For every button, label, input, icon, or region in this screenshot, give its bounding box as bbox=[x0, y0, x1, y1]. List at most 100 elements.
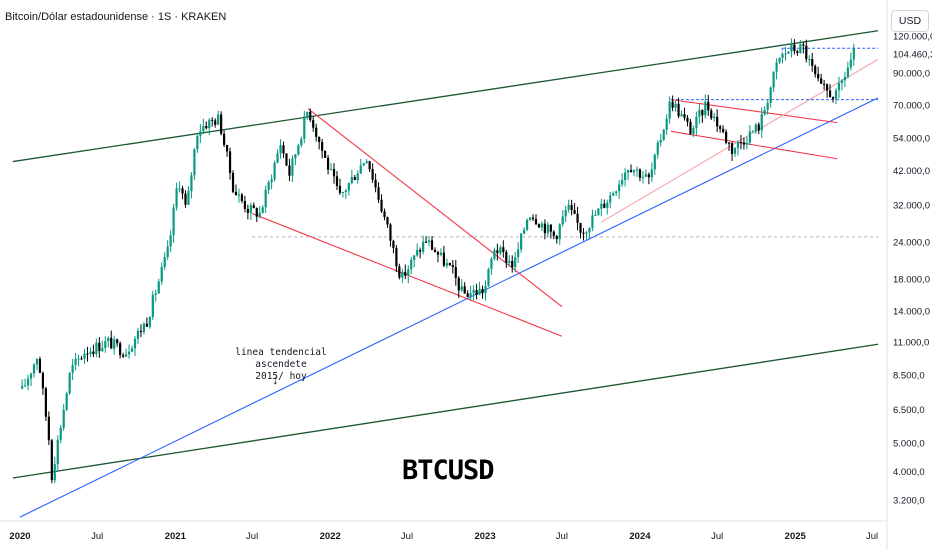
candle-body bbox=[778, 57, 781, 63]
candle-body bbox=[225, 144, 229, 152]
y-tick-label: 4.000,0 bbox=[893, 467, 925, 478]
candle-body bbox=[644, 174, 647, 177]
x-tick-label: 2025 bbox=[785, 531, 807, 542]
candle-body bbox=[303, 116, 306, 139]
candle-body bbox=[228, 151, 232, 173]
candle-body bbox=[606, 202, 609, 208]
x-tick-label: 2023 bbox=[474, 531, 495, 542]
candle-body bbox=[424, 241, 428, 243]
candle-body bbox=[591, 215, 594, 228]
candle-body bbox=[205, 126, 208, 129]
y-tick-label: 90.000,0 bbox=[893, 68, 930, 79]
candle-body bbox=[445, 263, 448, 266]
y-tick-label: 6.500,0 bbox=[893, 405, 925, 416]
candle-body bbox=[632, 169, 636, 173]
candle-body bbox=[157, 281, 160, 294]
currency-button[interactable]: USD bbox=[891, 10, 929, 32]
candle-body bbox=[359, 165, 362, 174]
candle-body bbox=[716, 116, 719, 127]
candle-body bbox=[677, 103, 680, 117]
candle-body bbox=[389, 224, 392, 241]
candle-body bbox=[531, 217, 535, 220]
candle-body bbox=[29, 373, 33, 379]
candle-body bbox=[338, 185, 342, 193]
candle-body bbox=[148, 317, 151, 327]
candle-body bbox=[65, 393, 68, 410]
candle-body bbox=[56, 439, 59, 465]
candle-body bbox=[258, 212, 261, 217]
candle-body bbox=[626, 170, 630, 173]
candle-body bbox=[323, 150, 327, 158]
candle-body bbox=[332, 169, 336, 177]
candle-body bbox=[86, 353, 89, 355]
candle-body bbox=[695, 116, 698, 129]
candle-body bbox=[828, 90, 832, 98]
candle-body bbox=[107, 337, 110, 342]
candle-body bbox=[618, 184, 621, 192]
candle-body bbox=[757, 124, 760, 131]
candle-body bbox=[534, 219, 538, 225]
candle-body bbox=[341, 192, 345, 194]
candle-body bbox=[662, 129, 665, 141]
candle-body bbox=[820, 78, 823, 84]
candle-body bbox=[680, 114, 683, 117]
candle-body bbox=[436, 252, 440, 255]
candle-body bbox=[508, 260, 511, 263]
candle-body bbox=[62, 409, 65, 428]
candle-body bbox=[217, 114, 220, 125]
candle-body bbox=[136, 330, 140, 339]
candle-body bbox=[291, 158, 294, 176]
candle-body bbox=[234, 191, 238, 196]
candle-body bbox=[175, 188, 178, 208]
candle-body bbox=[347, 183, 350, 191]
candle-body bbox=[255, 208, 258, 217]
candle-body bbox=[35, 358, 39, 365]
candle-body bbox=[582, 232, 585, 234]
candle-body bbox=[811, 59, 814, 66]
candle-body bbox=[686, 117, 689, 122]
last-price-box bbox=[888, 46, 932, 61]
price-axis[interactable]: 120.000,0 90.000,0 70.000,0 54.000,0 42.000,… bbox=[886, 0, 932, 550]
candle-body bbox=[499, 247, 502, 254]
time-axis[interactable]: 2020 Jul 2021 Jul 2022 Jul 2023 Jul 2024 Jul 2025 J… bbox=[0, 520, 887, 542]
y-tick-label: 24.000,0 bbox=[893, 238, 930, 249]
candle-body bbox=[543, 223, 546, 234]
candle-body bbox=[805, 45, 808, 60]
candle-body bbox=[92, 351, 95, 355]
candle-body bbox=[692, 128, 695, 134]
candle-body bbox=[193, 149, 196, 176]
candle-body bbox=[356, 173, 359, 181]
candle-body bbox=[451, 265, 454, 268]
candle-body bbox=[407, 269, 410, 276]
candle-body bbox=[71, 364, 74, 373]
candle-body bbox=[799, 44, 802, 53]
annotation-line-2: 2015/ hoy bbox=[255, 371, 307, 382]
candle-body bbox=[736, 141, 740, 149]
y-tick-label: 42.000,0 bbox=[893, 166, 930, 177]
x-tick-label: 2020 bbox=[9, 531, 30, 542]
candle-body bbox=[427, 240, 431, 243]
candle-body bbox=[240, 194, 244, 202]
candle-body bbox=[609, 195, 612, 203]
candle-body bbox=[469, 293, 472, 297]
candle-body bbox=[350, 177, 353, 184]
down-arrow-icon: ↓ bbox=[272, 372, 279, 387]
candle-body bbox=[490, 258, 493, 270]
candle-body bbox=[208, 119, 211, 129]
candle-body bbox=[689, 121, 692, 134]
candle-body bbox=[21, 386, 24, 389]
candle-body bbox=[585, 232, 588, 234]
candle-body bbox=[629, 170, 633, 173]
candle-body bbox=[422, 241, 425, 252]
candle-body bbox=[282, 145, 285, 154]
candle-body bbox=[641, 176, 645, 178]
candle-body bbox=[23, 385, 27, 387]
candle-body bbox=[133, 338, 137, 349]
candle-body bbox=[404, 271, 407, 276]
candle-body bbox=[89, 351, 92, 355]
candle-body bbox=[101, 348, 104, 352]
wedge-upper bbox=[307, 108, 563, 307]
candle-body bbox=[98, 342, 101, 352]
candle-body bbox=[549, 224, 552, 232]
